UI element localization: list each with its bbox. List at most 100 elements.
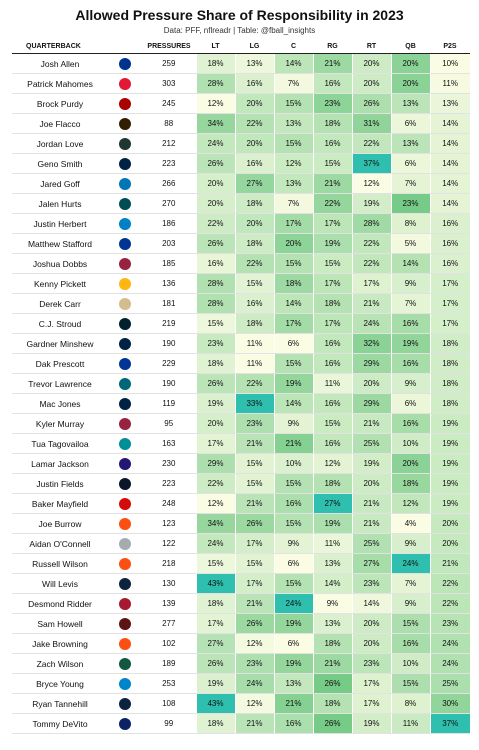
quarterback-name: Joshua Dobbs bbox=[12, 253, 108, 274]
team-logo bbox=[119, 717, 131, 730]
team-logo-cell bbox=[108, 133, 142, 154]
share-cell: 37% bbox=[429, 713, 470, 734]
share-cell: 24% bbox=[234, 673, 274, 694]
share-cell: 17% bbox=[234, 533, 274, 554]
team-logo-cell bbox=[108, 333, 142, 354]
share-cell: 14% bbox=[429, 113, 470, 134]
team-logo-cell bbox=[108, 93, 142, 114]
share-cell: 15% bbox=[390, 673, 430, 694]
share-cell: 20% bbox=[390, 53, 430, 74]
table-row: Derek Carr 181 28% 16% 14% 18% 21% 7% 17% bbox=[12, 293, 470, 314]
pressures: 218 bbox=[142, 553, 196, 574]
share-cell: 43% bbox=[195, 693, 235, 714]
team-logo bbox=[119, 117, 131, 130]
table-row: Tommy DeVito 99 18% 21% 16% 26% 19% 11% 37% bbox=[12, 713, 470, 734]
share-cell: 20% bbox=[234, 93, 274, 114]
table-row: Baker Mayfield 248 12% 21% 16% 27% 21% 12% 19% bbox=[12, 493, 470, 514]
team-logo-cell bbox=[108, 73, 142, 94]
quarterback-name: Mac Jones bbox=[12, 393, 108, 414]
pressures: 223 bbox=[142, 153, 196, 174]
share-cell: 12% bbox=[234, 693, 274, 714]
quarterback-name: Joe Flacco bbox=[12, 113, 108, 134]
quarterback-name: Zach Wilson bbox=[12, 653, 108, 674]
share-cell: 16% bbox=[312, 133, 352, 154]
share-cell: 28% bbox=[195, 293, 235, 314]
share-cell: 7% bbox=[273, 73, 313, 94]
share-cell: 19% bbox=[429, 453, 470, 474]
share-cell: 30% bbox=[429, 693, 470, 714]
team-logo bbox=[119, 517, 131, 530]
pressures: 253 bbox=[142, 673, 196, 694]
share-cell: 18% bbox=[429, 353, 470, 374]
pressures: 102 bbox=[142, 633, 196, 654]
table-row: Josh Allen 259 18% 13% 14% 21% 20% 20% 10% bbox=[12, 53, 470, 74]
quarterback-name: Joe Burrow bbox=[12, 513, 108, 534]
share-cell: 15% bbox=[273, 253, 313, 274]
share-cell: 24% bbox=[351, 313, 391, 334]
pressures: 189 bbox=[142, 653, 196, 674]
share-cell: 28% bbox=[195, 73, 235, 94]
pressures: 181 bbox=[142, 293, 196, 314]
team-logo-cell bbox=[108, 573, 142, 594]
share-cell: 16% bbox=[312, 353, 352, 374]
pressures: 270 bbox=[142, 193, 196, 214]
team-logo bbox=[119, 617, 131, 630]
share-cell: 18% bbox=[195, 53, 235, 74]
share-cell: 9% bbox=[390, 593, 430, 614]
pressures: 212 bbox=[142, 133, 196, 154]
share-cell: 9% bbox=[312, 593, 352, 614]
column-header: LT bbox=[196, 40, 235, 54]
share-cell: 25% bbox=[429, 673, 470, 694]
share-cell: 19% bbox=[351, 193, 391, 214]
team-logo bbox=[119, 677, 131, 690]
share-cell: 26% bbox=[195, 233, 235, 254]
quarterback-name: Matthew Stafford bbox=[12, 233, 108, 254]
team-logo bbox=[119, 77, 131, 90]
team-logo bbox=[119, 157, 131, 170]
table-row: Trevor Lawrence 190 26% 22% 19% 11% 20% 9% 18% bbox=[12, 373, 470, 394]
share-cell: 24% bbox=[195, 533, 235, 554]
share-cell: 9% bbox=[390, 533, 430, 554]
share-cell: 22% bbox=[234, 113, 274, 134]
share-cell: 26% bbox=[195, 153, 235, 174]
share-cell: 18% bbox=[312, 633, 352, 654]
share-cell: 14% bbox=[312, 573, 352, 594]
share-cell: 34% bbox=[195, 113, 235, 134]
team-logo-cell bbox=[108, 453, 142, 474]
share-cell: 6% bbox=[390, 153, 430, 174]
share-cell: 15% bbox=[312, 153, 352, 174]
table-row: Jalen Hurts 270 20% 18% 7% 22% 19% 23% 14% bbox=[12, 193, 470, 214]
quarterback-name: Kenny Pickett bbox=[12, 273, 108, 294]
share-cell: 19% bbox=[273, 613, 313, 634]
share-cell: 26% bbox=[195, 373, 235, 394]
share-cell: 17% bbox=[429, 313, 470, 334]
team-logo bbox=[119, 197, 131, 210]
share-cell: 22% bbox=[351, 253, 391, 274]
quarterback-name: Dak Prescott bbox=[12, 353, 108, 374]
team-logo bbox=[119, 217, 131, 230]
table-row: Aidan O'Connell 122 24% 17% 9% 11% 25% 9% 20% bbox=[12, 533, 470, 554]
share-cell: 23% bbox=[234, 413, 274, 434]
team-logo bbox=[119, 417, 131, 430]
share-cell: 15% bbox=[312, 253, 352, 274]
pressures: 190 bbox=[142, 373, 196, 394]
share-cell: 18% bbox=[312, 293, 352, 314]
share-cell: 15% bbox=[273, 93, 313, 114]
team-logo-cell bbox=[108, 553, 142, 574]
share-cell: 15% bbox=[234, 273, 274, 294]
share-cell: 37% bbox=[351, 153, 391, 174]
share-cell: 16% bbox=[390, 633, 430, 654]
share-cell: 20% bbox=[195, 193, 235, 214]
team-logo bbox=[119, 437, 131, 450]
header-row: QUARTERBACK PRESSURES LT LG C RG RT QB P2S bbox=[12, 40, 470, 54]
team-logo-cell bbox=[108, 373, 142, 394]
share-cell: 21% bbox=[234, 433, 274, 454]
share-cell: 17% bbox=[351, 273, 391, 294]
share-cell: 15% bbox=[234, 473, 274, 494]
pressures: 223 bbox=[142, 473, 196, 494]
logo-header bbox=[108, 40, 142, 54]
team-logo-cell bbox=[108, 273, 142, 294]
share-cell: 22% bbox=[195, 473, 235, 494]
quarterback-name: Russell Wilson bbox=[12, 553, 108, 574]
